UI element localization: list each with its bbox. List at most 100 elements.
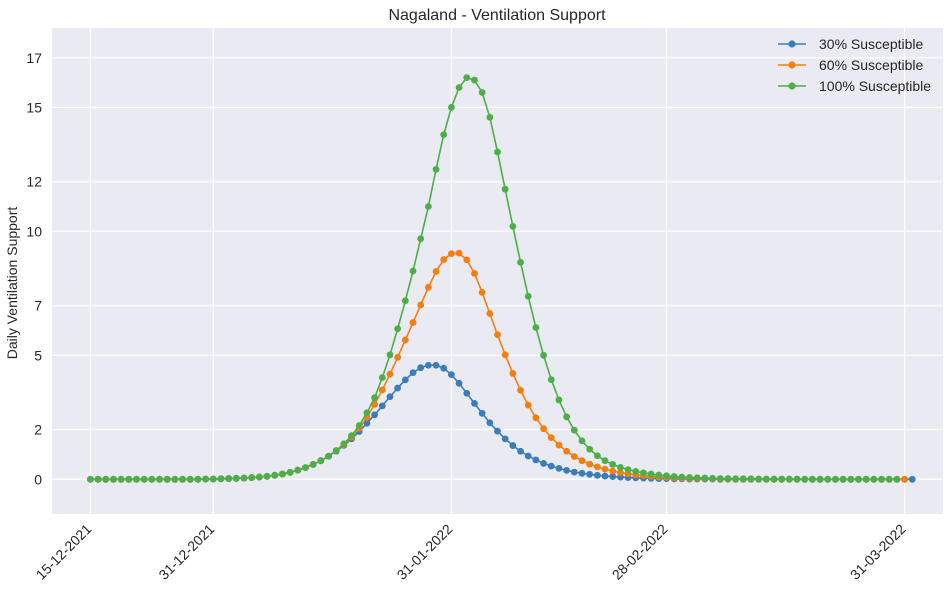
data-point [501,435,509,443]
data-point [133,475,140,483]
legend-label: 100% Susceptible [819,78,931,94]
y-tick-label: 10 [26,223,42,239]
data-point [647,470,655,478]
data-point [570,468,578,476]
data-point [901,475,908,483]
data-point [547,462,555,470]
data-point [555,464,563,472]
data-point [617,469,624,476]
data-point [578,437,586,445]
data-point [701,474,709,482]
data-point [532,414,540,422]
data-point [409,369,417,377]
data-point [793,475,801,483]
data-point [570,426,578,434]
y-tick-label: 12 [26,174,42,190]
data-point [409,267,417,275]
data-point [463,74,471,81]
data-point [593,452,601,460]
data-point [294,466,302,474]
data-point [355,422,363,429]
data-point [693,474,701,482]
data-point [663,472,670,480]
data-point [893,475,901,483]
data-point [540,425,547,433]
data-point [401,297,409,305]
data-point [517,447,524,455]
data-point [609,467,617,475]
data-point [509,370,517,377]
data-point [432,361,440,369]
data-point [271,471,279,479]
data-point [448,250,455,258]
data-point [555,396,563,404]
data-point [486,113,494,121]
legend-marker [788,82,796,90]
data-point [286,468,294,476]
data-point [908,475,916,483]
data-point [524,292,532,300]
series-3 [87,74,901,483]
y-axis: 0 2 5 7 10 12 15 17 [26,50,42,488]
data-point [394,353,402,361]
y-tick-label: 15 [26,99,42,115]
data-point [394,325,402,333]
y-tick-label: 2 [34,422,42,438]
data-point [424,283,432,291]
data-point [601,457,609,465]
data-point [640,469,647,477]
data-point [186,475,194,483]
data-point [340,440,348,448]
data-point [263,472,271,480]
data-point [455,84,463,91]
data-point [386,393,394,401]
data-point [140,475,148,483]
data-point [586,460,594,468]
data-point [624,466,632,474]
data-point [255,473,263,481]
data-point [448,371,455,379]
data-point [378,386,386,394]
x-axis: 15-12-2021 31-12-2021 31-01-2022 28-02-2022… [33,521,909,583]
y-tick-label: 17 [26,50,42,66]
data-point [724,475,732,482]
data-point [816,475,824,483]
data-point [555,441,563,449]
data-point [532,456,540,464]
data-point [463,389,471,397]
data-point [593,471,601,479]
data-point [209,475,217,483]
data-point [225,475,233,482]
data-point [417,301,425,309]
data-point [386,370,394,378]
data-point [778,475,786,483]
data-point [517,258,524,266]
data-point [832,475,839,483]
data-point [471,400,478,407]
data-point [248,474,256,481]
x-tick-label: 31-12-2021 [155,521,217,583]
data-point [417,364,425,372]
data-point [455,249,463,257]
data-point [839,475,847,483]
data-point [509,442,517,449]
data-point [401,336,409,344]
data-point [478,288,486,296]
data-point [501,185,509,193]
data-point [448,103,455,111]
data-point [486,310,494,318]
data-point [709,474,716,482]
data-point [739,475,747,483]
data-point [517,386,524,394]
data-point [809,475,816,483]
data-point [194,475,202,483]
data-point [409,319,417,326]
data-point [363,419,371,427]
data-point [494,148,501,156]
data-point [617,463,624,471]
data-point [670,473,678,480]
data-point [524,452,532,460]
legend-marker [788,61,796,69]
data-point [509,222,517,230]
